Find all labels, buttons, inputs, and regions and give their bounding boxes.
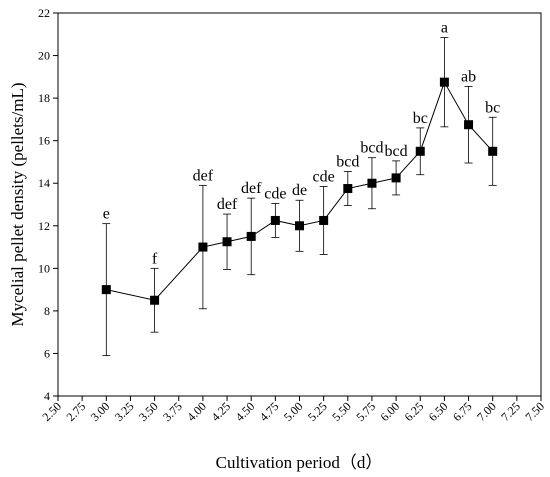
x-tick-label: 4.25 bbox=[208, 399, 233, 424]
significance-label: de bbox=[292, 182, 307, 199]
x-tick-label: 3.50 bbox=[136, 399, 161, 424]
significance-label: ab bbox=[461, 68, 476, 85]
data-point bbox=[222, 237, 232, 247]
significance-label: cde bbox=[264, 185, 286, 202]
data-point bbox=[464, 120, 474, 130]
y-axis-ticks: 4 6 8 10 12 14 16 18 20 22 bbox=[38, 6, 58, 403]
significance-label: a bbox=[441, 19, 448, 36]
data-point bbox=[270, 215, 280, 225]
y-tick-label: 6 bbox=[44, 346, 50, 360]
x-tick-label: 4.00 bbox=[184, 399, 209, 424]
x-axis-ticks: 2.50 2.75 3.00 3.25 3.50 3.75 4.00 4.25 4.50 4.75… bbox=[39, 396, 547, 424]
x-tick-label: 3.00 bbox=[88, 399, 113, 424]
significance-label: e bbox=[103, 206, 110, 223]
x-tick-label: 5.00 bbox=[281, 399, 306, 424]
x-tick-label: 3.75 bbox=[160, 399, 185, 424]
significance-label: def bbox=[193, 167, 214, 184]
data-point bbox=[295, 221, 304, 231]
data-point bbox=[439, 77, 449, 87]
significance-label: bcd bbox=[360, 140, 383, 157]
significance-label: def bbox=[241, 180, 262, 197]
x-tick-label: 4.50 bbox=[233, 399, 258, 424]
y-tick-label: 8 bbox=[44, 304, 50, 318]
x-tick-label: 6.00 bbox=[377, 399, 402, 424]
y-tick-label: 12 bbox=[38, 219, 50, 233]
y-tick-label: 18 bbox=[38, 91, 50, 105]
significance-label: def bbox=[217, 196, 238, 213]
y-tick-label: 10 bbox=[38, 261, 50, 275]
y-tick-label: 4 bbox=[44, 389, 50, 403]
x-tick-label: 7.00 bbox=[474, 399, 499, 424]
significance-label: bcd bbox=[385, 143, 408, 160]
y-axis-title: Mycelial pellet density (pellets/mL) bbox=[8, 82, 27, 326]
x-tick-label: 4.75 bbox=[257, 399, 282, 424]
data-point bbox=[246, 231, 256, 241]
data-points bbox=[101, 77, 498, 305]
data-point bbox=[415, 146, 425, 156]
y-tick-label: 20 bbox=[38, 49, 50, 63]
data-point bbox=[391, 173, 401, 183]
y-tick-label: 22 bbox=[38, 6, 50, 20]
data-point bbox=[367, 178, 377, 188]
data-point bbox=[319, 215, 329, 225]
x-tick-label: 5.50 bbox=[329, 399, 354, 424]
x-axis-title: Cultivation period（d） bbox=[216, 453, 383, 472]
significance-label: bc bbox=[485, 99, 500, 116]
y-tick-label: 14 bbox=[38, 176, 50, 190]
x-tick-label: 3.25 bbox=[112, 399, 137, 424]
significance-label: bcd bbox=[336, 154, 359, 171]
x-tick-label: 7.50 bbox=[522, 399, 547, 424]
data-point bbox=[343, 184, 353, 194]
x-tick-label: 6.50 bbox=[426, 399, 451, 424]
data-point bbox=[488, 146, 498, 156]
significance-label: bc bbox=[413, 110, 428, 127]
significance-label: f bbox=[152, 250, 158, 267]
x-tick-label: 2.75 bbox=[64, 399, 89, 424]
x-tick-label: 5.25 bbox=[305, 399, 330, 424]
y-tick-label: 16 bbox=[38, 134, 50, 148]
data-point bbox=[101, 285, 111, 295]
x-tick-label: 7.25 bbox=[498, 399, 523, 424]
data-point bbox=[198, 242, 208, 252]
x-tick-label: 6.25 bbox=[402, 399, 427, 424]
x-tick-label: 6.75 bbox=[450, 399, 475, 424]
data-point bbox=[150, 295, 160, 305]
x-tick-label: 5.75 bbox=[353, 399, 378, 424]
significance-label: cde bbox=[313, 168, 335, 185]
